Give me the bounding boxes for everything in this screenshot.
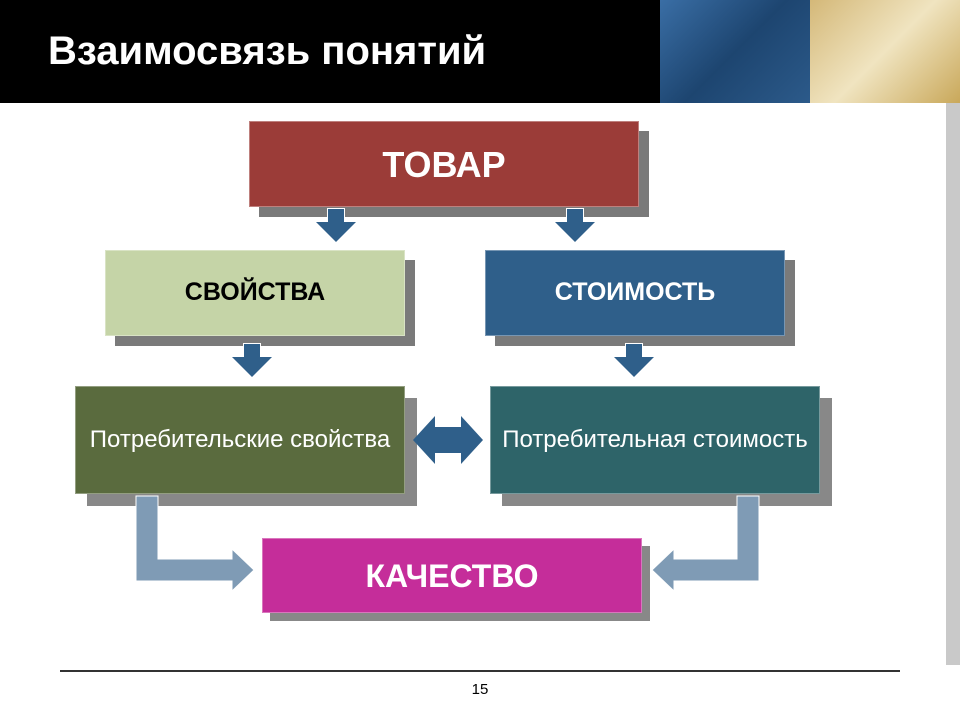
concept-diagram: ТОВАР СВОЙСТВА СТОИМОСТЬ Потребительские…	[0, 103, 960, 663]
footer-line	[60, 670, 900, 672]
slide-header: Взаимосвязь понятий	[0, 0, 960, 103]
arrow-elbow-right	[0, 103, 960, 663]
header-decorative-image	[660, 0, 960, 103]
page-number: 15	[0, 681, 960, 698]
page-title: Взаимосвязь понятий	[48, 29, 486, 74]
